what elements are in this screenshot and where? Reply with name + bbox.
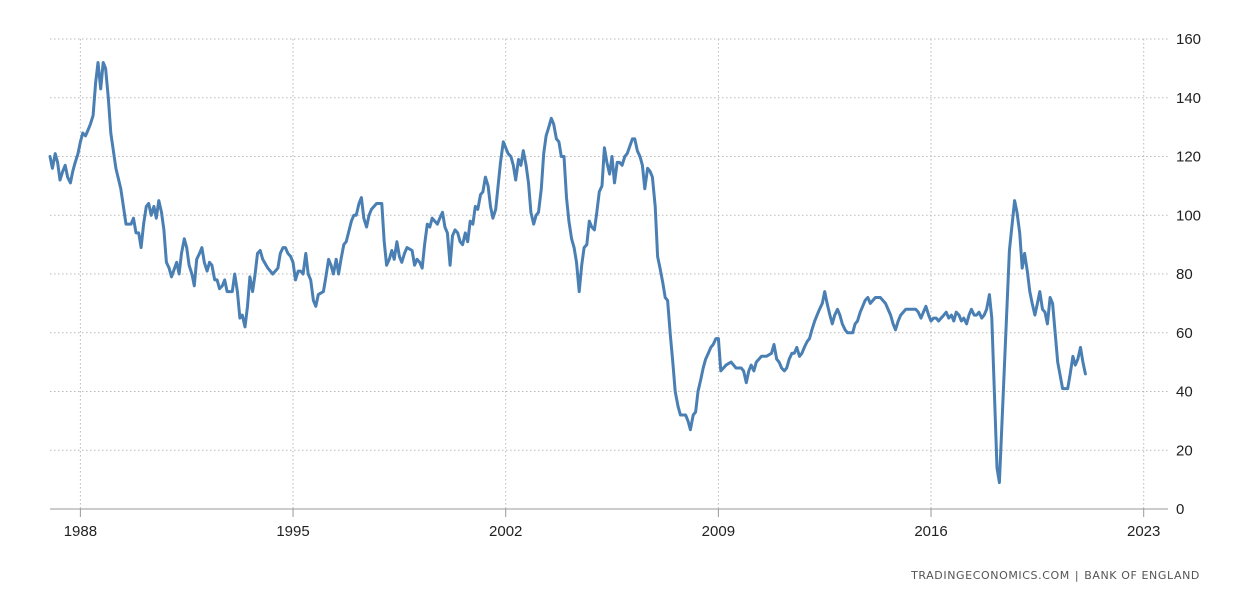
x-tick-label: 1995	[276, 523, 309, 540]
x-tick-label: 1988	[64, 523, 97, 540]
source-site: TRADINGECONOMICS.COM	[911, 569, 1070, 582]
y-tick-label: 100	[1176, 207, 1201, 224]
y-tick-label: 40	[1176, 384, 1193, 401]
source-publisher: BANK OF ENGLAND	[1084, 569, 1200, 582]
y-tick-label: 160	[1176, 31, 1201, 48]
x-tick-label: 2023	[1127, 523, 1160, 540]
x-tick-label: 2016	[914, 523, 947, 540]
y-tick-label: 0	[1176, 501, 1184, 518]
y-tick-label: 60	[1176, 325, 1193, 342]
y-tick-label: 80	[1176, 266, 1193, 283]
y-tick-label: 20	[1176, 442, 1193, 459]
x-tick-label: 2002	[489, 523, 522, 540]
y-tick-label: 140	[1176, 90, 1201, 107]
source-separator: |	[1074, 569, 1080, 582]
x-tick-label: 2009	[702, 523, 735, 540]
x-axis: 1988 1995 2002 2009 2016 2023	[50, 508, 1168, 540]
y-axis: 0 20 40 60 80 100 120 140 160	[1176, 31, 1201, 518]
y-tick-label: 120	[1176, 149, 1201, 166]
series-line	[48, 61, 1087, 485]
source-credit: TRADINGECONOMICS.COM | BANK OF ENGLAND	[911, 569, 1200, 582]
